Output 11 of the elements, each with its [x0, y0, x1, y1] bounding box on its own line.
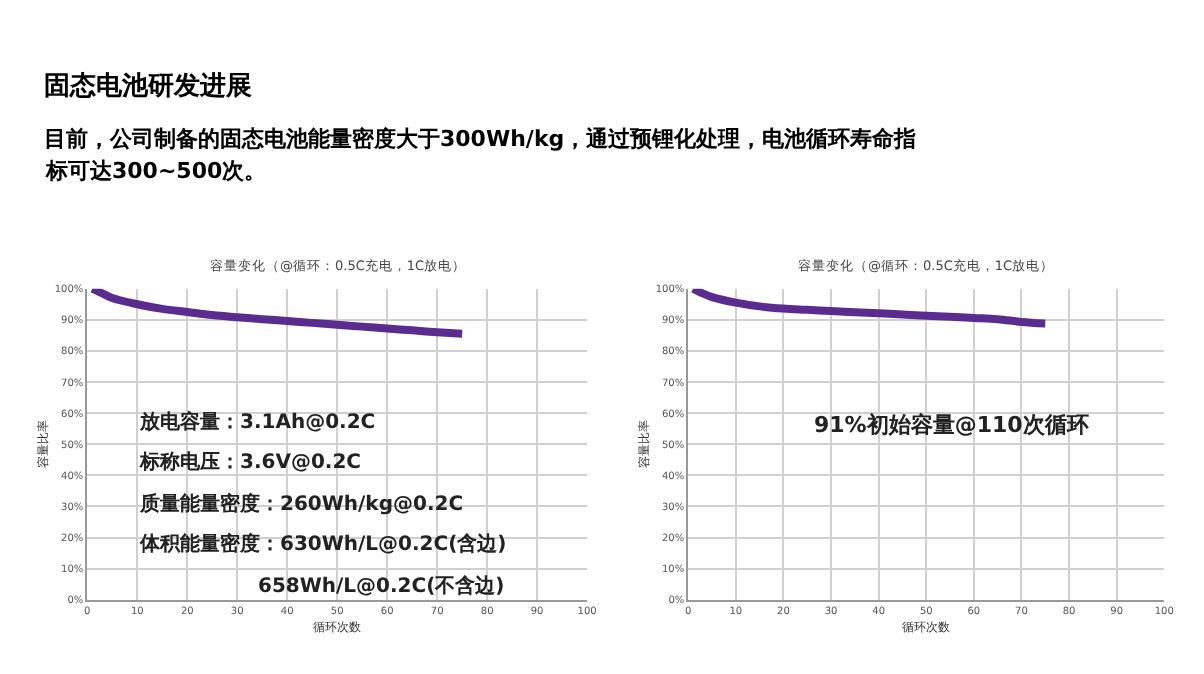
annotation: 标称电压：3.6V@0.2C: [138, 450, 362, 474]
annotation: 91%初始容量@110次循环: [814, 412, 1089, 438]
line-series: [689, 288, 1050, 328]
annotation: 658Wh/L@0.2C(不含边): [258, 574, 505, 598]
annotation: 体积能量密度：630Wh/L@0.2C(含边): [138, 532, 507, 556]
annotation: 放电容量：3.1Ah@0.2C: [138, 410, 376, 434]
text: 目前，公司制备的固态电池能量密度大于300Wh/kg，通过预锂化处理，电池循环寿命指: [44, 126, 917, 152]
text: 固态电池研发进展: [44, 70, 252, 102]
annotation: 质量能量密度：260Wh/kg@0.2C: [138, 492, 464, 516]
line-series: [88, 288, 467, 338]
text: 标可达300~500次。: [44, 158, 267, 184]
